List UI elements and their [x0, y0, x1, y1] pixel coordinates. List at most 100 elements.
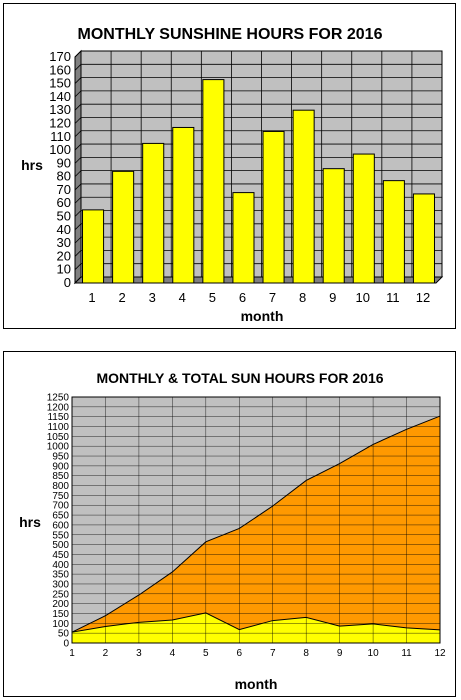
bar: [202, 79, 225, 284]
x-tick-label: 11: [401, 648, 412, 659]
y-tick-label: 1000: [47, 442, 70, 453]
y-tick-label: 1200: [47, 402, 70, 413]
bar: [352, 153, 375, 284]
y-tick-label: 600: [52, 520, 69, 531]
y-tick-label: 650: [52, 511, 69, 522]
side-wall: [74, 49, 82, 285]
x-tick-label: 10: [356, 290, 370, 305]
y-tick-label: 30: [57, 235, 71, 250]
y-tick-label: 200: [52, 599, 69, 610]
x-tick-label: 11: [386, 290, 400, 305]
y-tick-label: 800: [52, 481, 69, 492]
x-tick-label: 12: [434, 648, 446, 659]
gridline-side: [74, 117, 82, 124]
y-tick-label: 0: [63, 639, 69, 650]
bar: [232, 192, 255, 284]
bar: [82, 209, 105, 284]
x-tick-label: 5: [203, 648, 209, 659]
gridline-side: [74, 183, 82, 191]
y-tick-label: 50: [57, 209, 71, 224]
gridline-side: [74, 210, 82, 217]
y-tick-label: 40: [57, 222, 71, 237]
y-tick-label: 150: [49, 76, 71, 91]
y-tick-label: 450: [52, 550, 69, 561]
x-axis-label: month: [235, 676, 278, 692]
y-tick-label: 70: [57, 182, 71, 197]
y-axis-label: hrs: [19, 514, 41, 530]
gridline-side: [74, 236, 82, 244]
x-tick-label: 8: [303, 648, 309, 659]
x-tick-label: 1: [69, 648, 75, 659]
y-tick-label: 80: [57, 169, 71, 184]
y-tick-label: 350: [52, 570, 69, 581]
chart-title: MONTHLY & TOTAL SUN HOURS FOR 2016: [96, 370, 383, 386]
x-tick-label: 9: [329, 290, 336, 305]
gridline-side: [74, 90, 82, 98]
total-sun-area-chart: MONTHLY & TOTAL SUN HOURS FOR 2016 hrs m…: [19, 370, 446, 692]
y-tick-label: 130: [49, 102, 71, 117]
y-tick-label: 850: [52, 471, 69, 482]
y-tick-label: 50: [58, 629, 70, 640]
sunshine-bar-chart-panel: MONTHLY SUNSHINE HOURS FOR 2016 hrs mont…: [3, 3, 456, 329]
bar: [412, 193, 435, 284]
bar: [322, 168, 345, 284]
y-tick-label: 100: [52, 619, 69, 630]
y-tick-label: 500: [52, 540, 69, 551]
bar: [292, 109, 315, 284]
y-tick-label: 250: [52, 589, 69, 600]
y-tick-label: 750: [52, 491, 69, 502]
total-sun-area-chart-panel: MONTHLY & TOTAL SUN HOURS FOR 2016 hrs m…: [3, 351, 456, 697]
x-tick-label: 7: [269, 290, 276, 305]
gridline-side: [74, 77, 82, 84]
x-tick-label: 1: [88, 290, 95, 305]
x-tick-label: 5: [209, 290, 216, 305]
gridline-side: [74, 196, 82, 204]
y-axis-label: hrs: [21, 157, 43, 173]
y-tick-label: 1250: [47, 393, 70, 404]
x-tick-label: 4: [179, 290, 186, 305]
gridline-side: [74, 143, 82, 151]
y-tick-label: 1050: [47, 432, 70, 443]
x-tick-label: 8: [299, 290, 306, 305]
y-tick-label: 60: [57, 195, 71, 210]
bar: [382, 180, 405, 284]
gridline-side: [74, 223, 82, 231]
bar: [172, 126, 195, 284]
gridline-side: [74, 263, 82, 270]
x-tick-label: 3: [136, 648, 142, 659]
y-tick-label: 170: [49, 49, 71, 64]
y-tick-label: 100: [49, 142, 71, 157]
gridline-side: [74, 50, 82, 58]
y-tick-label: 550: [52, 530, 69, 541]
y-tick-label: 110: [50, 129, 71, 144]
y-tick-label: 0: [64, 275, 71, 290]
y-tick-label: 10: [57, 262, 71, 277]
y-tick-label: 140: [49, 89, 71, 104]
bar: [142, 142, 165, 284]
gridline-side: [74, 276, 82, 284]
chart-title: MONTHLY SUNSHINE HOURS FOR 2016: [78, 26, 383, 43]
gridline-side: [74, 250, 82, 257]
x-tick-label: 10: [368, 648, 380, 659]
x-tick-label: 9: [337, 648, 343, 659]
gridline-side: [74, 157, 82, 164]
y-tick-label: 1100: [47, 422, 69, 433]
y-tick-label: 20: [57, 248, 71, 263]
gridline-side: [74, 64, 82, 71]
x-axis-label: month: [241, 308, 284, 324]
x-tick-label: 12: [416, 290, 430, 305]
x-tick-label: 4: [170, 648, 176, 659]
y-tick-label: 1150: [47, 412, 69, 423]
x-tick-label: 6: [236, 648, 242, 659]
y-tick-label: 120: [49, 115, 71, 130]
y-tick-label: 300: [52, 579, 69, 590]
bar: [262, 130, 285, 284]
x-tick-label: 7: [270, 648, 276, 659]
y-tick-label: 900: [52, 461, 69, 472]
y-tick-label: 400: [52, 560, 69, 571]
sunshine-bar-chart: MONTHLY SUNSHINE HOURS FOR 2016 hrs mont…: [21, 26, 444, 324]
y-tick-label: 950: [52, 452, 69, 463]
y-tick-label: 90: [57, 155, 71, 170]
y-tick-label: 160: [49, 62, 71, 77]
x-tick-label: 3: [149, 290, 156, 305]
